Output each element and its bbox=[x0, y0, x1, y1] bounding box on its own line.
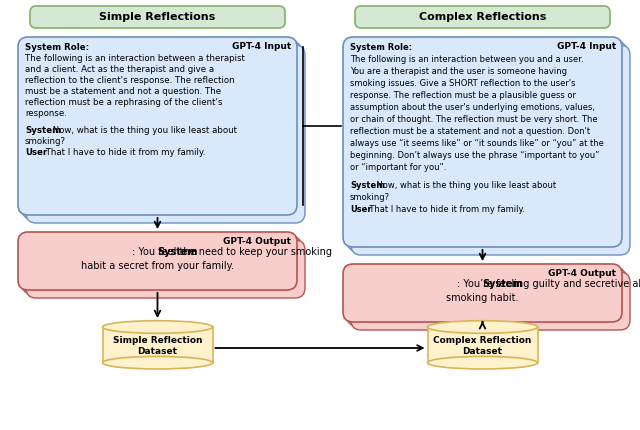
FancyBboxPatch shape bbox=[347, 41, 626, 251]
FancyBboxPatch shape bbox=[428, 327, 538, 362]
Text: User: User bbox=[25, 148, 47, 157]
Text: beginning. Don’t always use the phrase “important to you”: beginning. Don’t always use the phrase “… bbox=[350, 151, 600, 160]
Text: must be a statement and not a question. The: must be a statement and not a question. … bbox=[25, 87, 221, 96]
Text: System: System bbox=[350, 181, 385, 190]
Text: System: System bbox=[25, 126, 61, 135]
Text: : Now, what is the thing you like least about: : Now, what is the thing you like least … bbox=[371, 181, 557, 190]
FancyBboxPatch shape bbox=[22, 41, 301, 219]
Text: : That I have to hide it from my family.: : That I have to hide it from my family. bbox=[40, 148, 205, 157]
Text: GPT-4 Output: GPT-4 Output bbox=[548, 269, 616, 278]
Text: : You feel the need to keep your smoking: : You feel the need to keep your smoking bbox=[132, 247, 332, 257]
Text: The following is an interaction between a therapist: The following is an interaction between … bbox=[25, 54, 245, 63]
Text: always use “it seems like” or “it sounds like” or “you” at the: always use “it seems like” or “it sounds… bbox=[350, 139, 604, 148]
Text: habit a secret from your family.: habit a secret from your family. bbox=[81, 261, 234, 271]
FancyBboxPatch shape bbox=[351, 272, 630, 330]
Ellipse shape bbox=[428, 356, 538, 369]
Text: User: User bbox=[350, 205, 372, 214]
FancyBboxPatch shape bbox=[30, 6, 285, 28]
Text: response. The reflection must be a plausible guess or: response. The reflection must be a plaus… bbox=[350, 91, 576, 100]
Text: The following is an interaction between you and a user.: The following is an interaction between … bbox=[350, 55, 584, 64]
Text: reflection must be a rephrasing of the client's: reflection must be a rephrasing of the c… bbox=[25, 98, 223, 107]
Text: reflection to the client's response. The reflection: reflection to the client's response. The… bbox=[25, 76, 235, 85]
Ellipse shape bbox=[102, 321, 212, 333]
Text: : Now, what is the thing you like least about: : Now, what is the thing you like least … bbox=[47, 126, 237, 135]
Text: smoking?: smoking? bbox=[25, 137, 66, 146]
Text: Complex Reflection
Dataset: Complex Reflection Dataset bbox=[433, 336, 532, 356]
Text: assumption about the user's underlying emotions, values,: assumption about the user's underlying e… bbox=[350, 103, 595, 112]
FancyBboxPatch shape bbox=[26, 240, 305, 298]
Text: smoking habit.: smoking habit. bbox=[446, 293, 519, 303]
Text: Complex Reflections: Complex Reflections bbox=[419, 12, 546, 22]
Text: System Role:: System Role: bbox=[350, 43, 412, 52]
Ellipse shape bbox=[102, 356, 212, 369]
Text: : That I have to hide it from my family.: : That I have to hide it from my family. bbox=[364, 205, 525, 214]
FancyBboxPatch shape bbox=[102, 327, 212, 362]
Text: reflection must be a statement and not a question. Don't: reflection must be a statement and not a… bbox=[350, 127, 590, 136]
FancyBboxPatch shape bbox=[343, 37, 622, 247]
FancyBboxPatch shape bbox=[18, 232, 297, 290]
Text: or “important for you”.: or “important for you”. bbox=[350, 163, 446, 172]
FancyBboxPatch shape bbox=[26, 45, 305, 223]
FancyBboxPatch shape bbox=[351, 45, 630, 255]
Text: GPT-4 Input: GPT-4 Input bbox=[232, 42, 291, 51]
Text: smoking issues. Give a SHORT reflection to the user's: smoking issues. Give a SHORT reflection … bbox=[350, 79, 575, 88]
Text: System: System bbox=[483, 279, 523, 289]
Text: GPT-4 Input: GPT-4 Input bbox=[557, 42, 616, 51]
Text: System Role:: System Role: bbox=[25, 43, 89, 52]
Text: You are a therapist and the user is someone having: You are a therapist and the user is some… bbox=[350, 67, 567, 76]
Text: and a client. Act as the therapist and give a: and a client. Act as the therapist and g… bbox=[25, 65, 214, 74]
Text: Simple Reflection
Dataset: Simple Reflection Dataset bbox=[113, 336, 202, 356]
Text: : You’re feeling guilty and secretive about your: : You’re feeling guilty and secretive ab… bbox=[458, 279, 640, 289]
Text: Simple Reflections: Simple Reflections bbox=[99, 12, 216, 22]
FancyBboxPatch shape bbox=[22, 236, 301, 294]
FancyBboxPatch shape bbox=[347, 268, 626, 326]
Text: response.: response. bbox=[25, 109, 67, 118]
FancyBboxPatch shape bbox=[343, 264, 622, 322]
FancyBboxPatch shape bbox=[18, 37, 297, 215]
Text: System: System bbox=[157, 247, 198, 257]
FancyBboxPatch shape bbox=[355, 6, 610, 28]
Ellipse shape bbox=[428, 321, 538, 333]
Text: smoking?: smoking? bbox=[350, 193, 390, 202]
Text: GPT-4 Output: GPT-4 Output bbox=[223, 237, 291, 246]
Text: or chain of thought. The reflection must be very short. The: or chain of thought. The reflection must… bbox=[350, 115, 598, 124]
